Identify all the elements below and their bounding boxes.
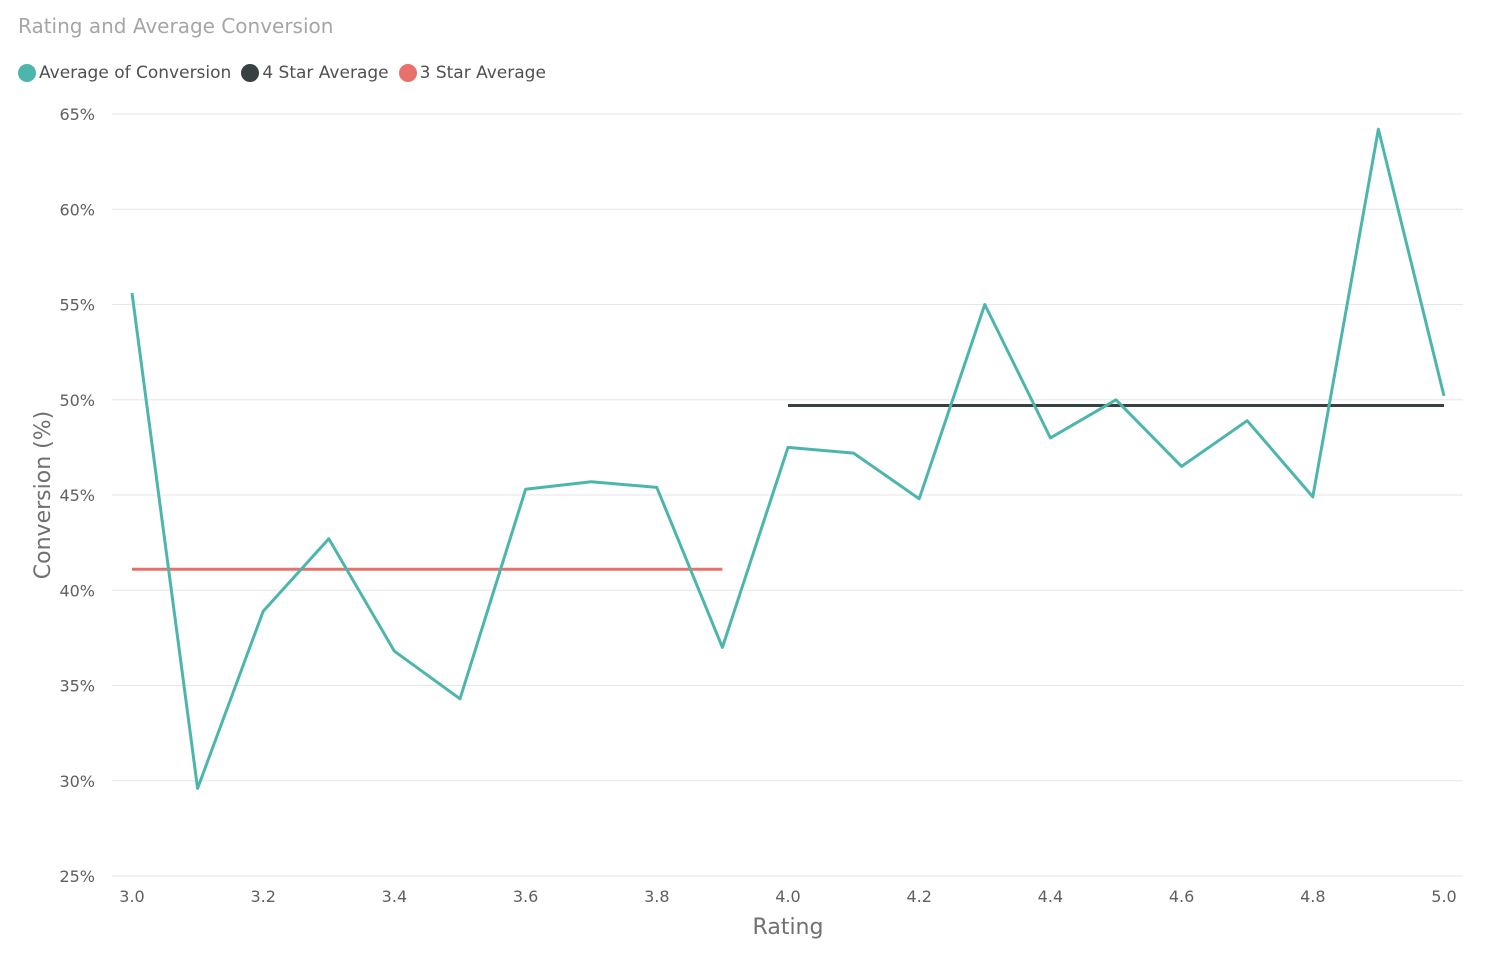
chart-title: Rating and Average Conversion bbox=[18, 14, 334, 38]
y-tick-label: 30% bbox=[59, 772, 95, 791]
legend-label-4-star-average: 4 Star Average bbox=[262, 63, 389, 83]
x-tick-label: 3.2 bbox=[250, 887, 275, 906]
y-tick-label: 55% bbox=[59, 296, 95, 315]
x-axis-ticks: 3.0 3.2 3.4 3.6 3.8 4.0 4.2 4.4 4.6 4.8 5.0 bbox=[119, 887, 1456, 906]
x-tick-label: 3.4 bbox=[382, 887, 407, 906]
x-tick-label: 4.2 bbox=[906, 887, 931, 906]
grid-lines bbox=[112, 113, 1463, 877]
legend-label-3-star-average: 3 Star Average bbox=[419, 63, 546, 83]
y-tick-label: 65% bbox=[59, 105, 95, 124]
legend-label-average-of-conversion: Average of Conversion bbox=[39, 63, 232, 83]
series-lines bbox=[130, 127, 1446, 790]
y-tick-label: 60% bbox=[59, 200, 95, 219]
x-tick-label: 4.0 bbox=[775, 887, 800, 906]
y-tick-label: 40% bbox=[59, 581, 95, 600]
legend-item-average-of-conversion[interactable]: Average of Conversion bbox=[18, 63, 231, 83]
y-axis-ticks: 25% 30% 35% 40% 45% 50% 55% 60% 65% bbox=[59, 105, 95, 886]
legend-marker-4-star-average bbox=[241, 64, 260, 82]
legend-item-4-star-average[interactable]: 4 Star Average bbox=[241, 63, 389, 83]
legend-item-3-star-average[interactable]: 3 Star Average bbox=[398, 63, 546, 83]
y-tick-label: 50% bbox=[59, 391, 95, 410]
x-tick-label: 4.4 bbox=[1038, 887, 1063, 906]
y-axis-label: Conversion (%) bbox=[31, 411, 56, 579]
x-tick-label: 3.0 bbox=[119, 887, 144, 906]
x-tick-label: 4.8 bbox=[1300, 887, 1325, 906]
x-axis-label: Rating bbox=[753, 915, 824, 940]
series-line-average-of-conversion[interactable] bbox=[130, 127, 1446, 790]
x-tick-label: 5.0 bbox=[1431, 887, 1456, 906]
y-tick-label: 45% bbox=[59, 486, 95, 505]
legend: Average of Conversion 4 Star Average 3 S… bbox=[18, 63, 556, 83]
y-tick-label: 25% bbox=[59, 867, 95, 886]
legend-marker-average-of-conversion bbox=[18, 64, 36, 82]
legend-marker-3-star-average bbox=[398, 64, 417, 82]
x-tick-label: 4.6 bbox=[1169, 887, 1194, 906]
x-tick-label: 3.8 bbox=[644, 887, 669, 906]
x-tick-label: 3.6 bbox=[513, 887, 538, 906]
y-tick-label: 35% bbox=[59, 677, 95, 696]
